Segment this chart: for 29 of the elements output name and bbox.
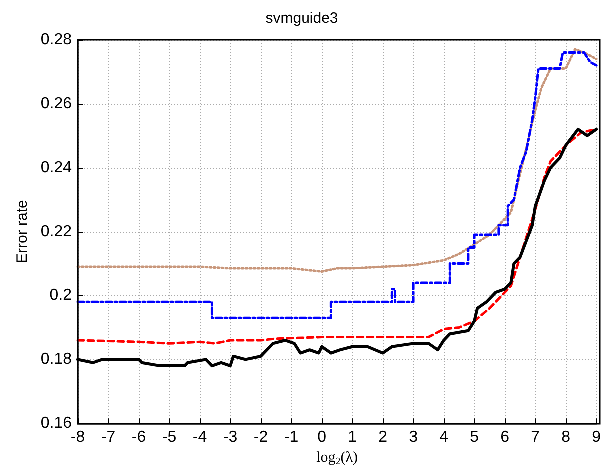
x-tick-label: 6 bbox=[500, 429, 510, 446]
x-tick-label: -5 bbox=[162, 429, 177, 446]
y-tick-label: 0.18 bbox=[40, 351, 72, 368]
x-tick-label: 1 bbox=[348, 429, 358, 446]
y-tick-label: 0.24 bbox=[40, 159, 72, 176]
y-tick-label: 0.16 bbox=[40, 415, 72, 432]
x-tick-label: 0 bbox=[318, 429, 327, 446]
x-tick-label: -6 bbox=[132, 429, 146, 446]
y-tick-label: 0.28 bbox=[40, 32, 72, 48]
x-tick-label: 4 bbox=[440, 429, 449, 446]
y-tick-label: 0.22 bbox=[40, 223, 72, 240]
line-series bbox=[76, 48, 598, 274]
x-tick-label: -1 bbox=[284, 429, 299, 446]
x-tick-label: 7 bbox=[531, 429, 540, 446]
chart-title: svmguide3 bbox=[266, 10, 338, 27]
x-tick-label: -8 bbox=[70, 429, 86, 446]
x-tick-label: -4 bbox=[192, 429, 208, 446]
x-tick-label: 8 bbox=[562, 429, 571, 446]
x-tick-label: 5 bbox=[470, 429, 480, 446]
x-tick-label: 9 bbox=[592, 429, 602, 446]
y-tick-label: 0.26 bbox=[40, 95, 72, 112]
x-tick-label: -3 bbox=[223, 429, 238, 446]
x-tick-label: 2 bbox=[378, 429, 388, 446]
x-tick-label: 3 bbox=[409, 429, 418, 446]
x-tick-label: -2 bbox=[254, 429, 268, 446]
y-tick-label: 0.2 bbox=[50, 287, 72, 304]
line-series bbox=[76, 52, 598, 320]
y-axis-title: Error rate bbox=[14, 200, 31, 264]
x-tick-label: -7 bbox=[101, 429, 116, 446]
